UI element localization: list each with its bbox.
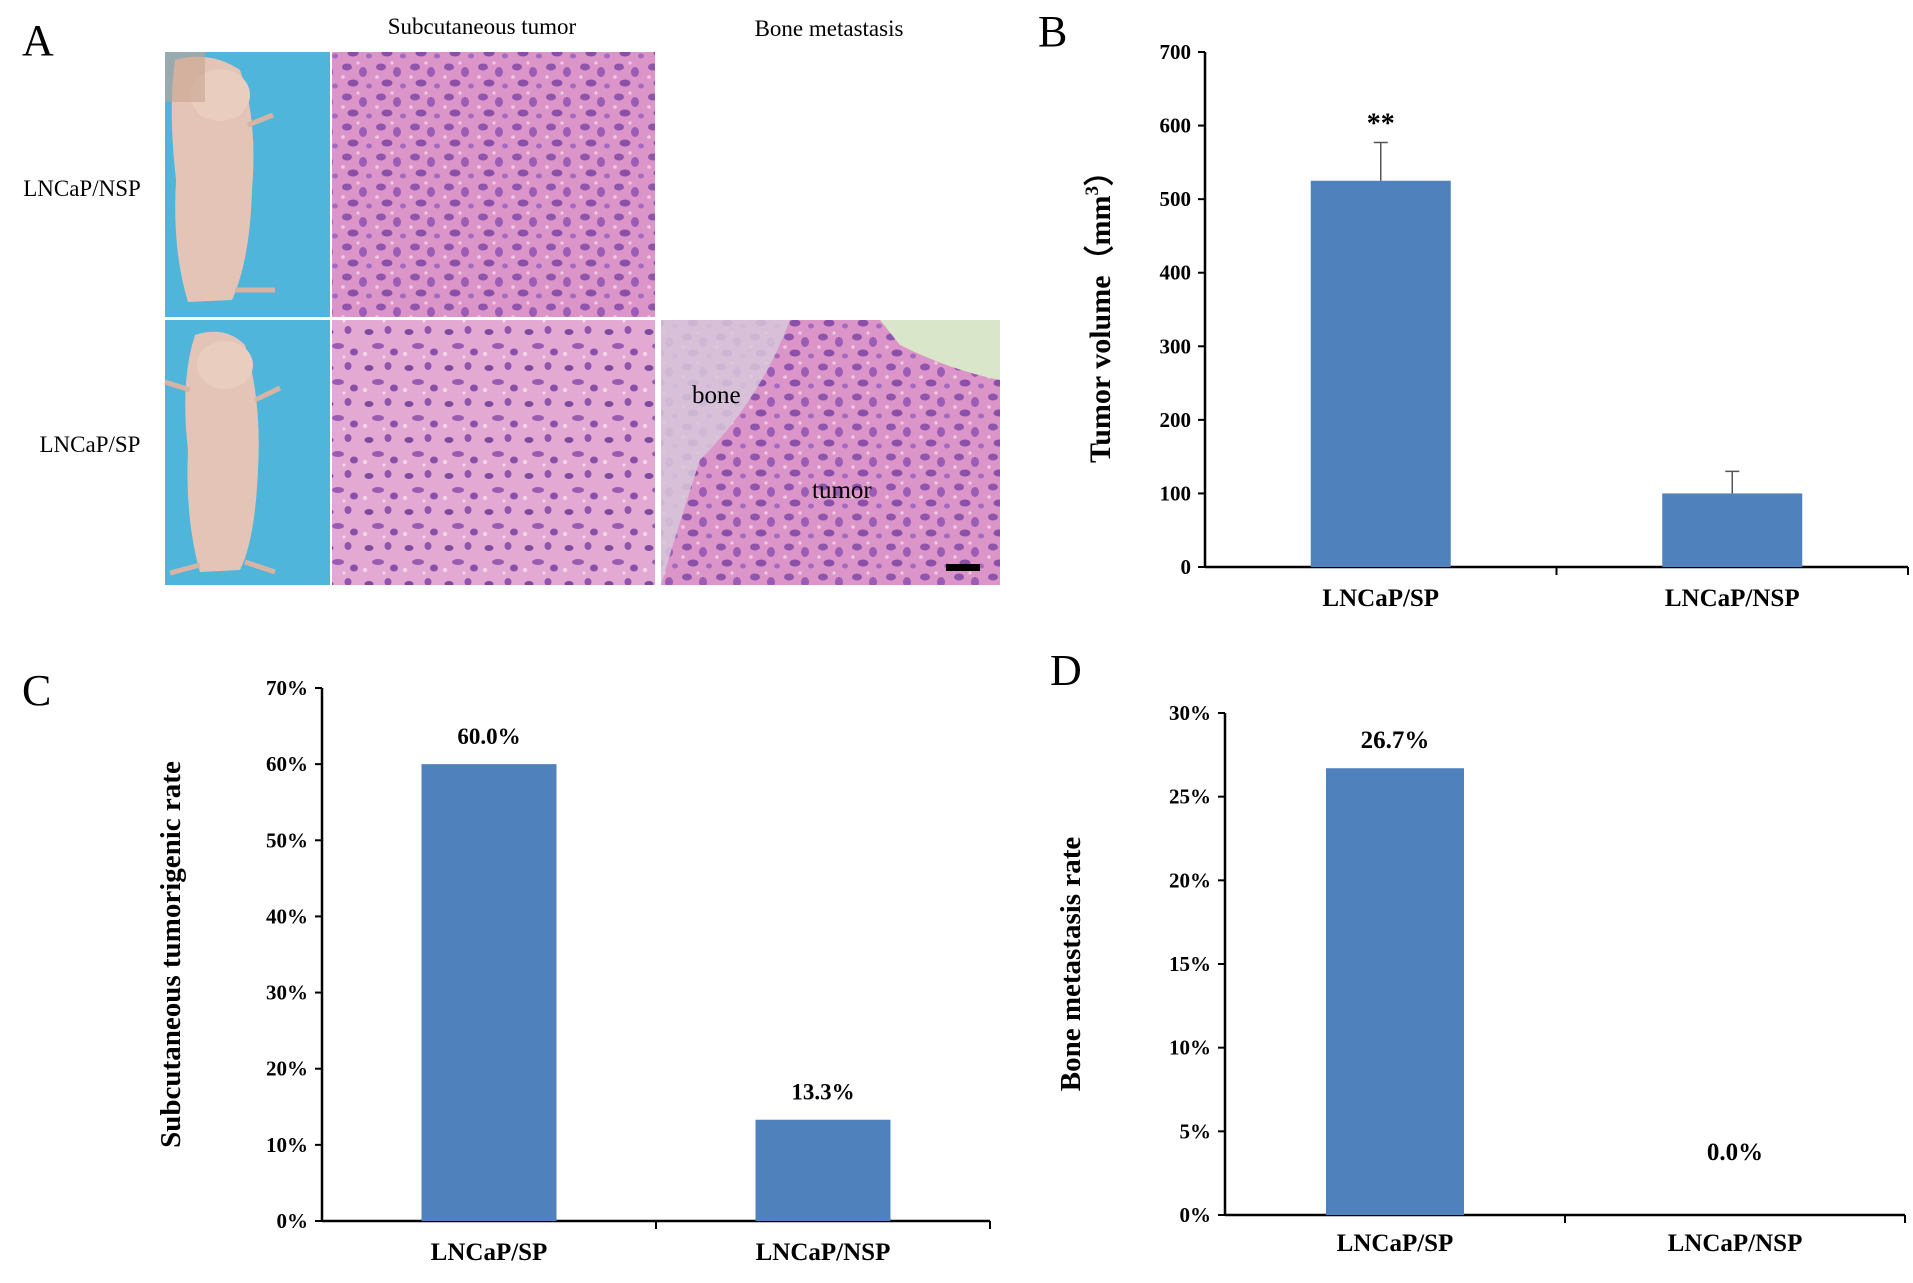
chart-d: 0% 5% 10% 15% 20% 25% 30% LNCaP/SP 26.7% LNCaP/NS… xyxy=(1055,701,1906,1257)
y-tick-label: 600 xyxy=(1160,114,1192,138)
y-tick-label: 500 xyxy=(1160,187,1192,211)
panel-b: B 0 100 200 300 400 500 600 700 LNCaP/SP ** LNCaP/… xyxy=(1038,7,1909,612)
y-axis-label-main: Tumor volume（mm xyxy=(1083,195,1117,463)
data-label: 13.3% xyxy=(791,1080,854,1105)
y-tick-label: 60% xyxy=(266,752,308,776)
y-axis-label: Bone metastasis rate xyxy=(1055,837,1087,1092)
significance-marker: ** xyxy=(1367,108,1395,139)
y-tick-label: 40% xyxy=(266,904,308,928)
y-tick-label: 70% xyxy=(266,676,308,700)
image-label-tumor: tumor xyxy=(812,477,872,504)
y-axis-label-close: ） xyxy=(1083,156,1117,186)
he-image-bone-metastasis: bone tumor xyxy=(661,320,1000,585)
panel-label-a: A xyxy=(22,16,54,65)
bar-lncap-sp xyxy=(421,764,557,1221)
he-image-subcutaneous-sp xyxy=(332,320,655,585)
mouse-photo-sp xyxy=(164,320,330,585)
y-tick-label: 15% xyxy=(1169,952,1211,976)
panel-label-d: D xyxy=(1050,646,1082,695)
mouse-photo-nsp xyxy=(165,52,330,317)
y-tick-label: 20% xyxy=(266,1057,308,1081)
x-category-label: LNCaP/NSP xyxy=(1665,585,1800,612)
bar-lncap-sp xyxy=(1310,180,1451,567)
y-tick-label: 20% xyxy=(1169,868,1211,892)
chart-c: 0% 10% 20% 30% 40% 50% 60% 70% LNCaP/SP 60.0% LNCa… xyxy=(155,676,991,1266)
data-label: 26.7% xyxy=(1361,727,1430,754)
panel-d: D 0% 5% 10% 15% 20% 25% 30% LNCaP/SP 26.7% LNCaP/… xyxy=(1050,646,1906,1257)
column-header-subcutaneous: Subcutaneous tumor xyxy=(388,14,577,39)
y-tick-label: 100 xyxy=(1160,481,1192,505)
bar-lncap-nsp xyxy=(755,1119,891,1221)
y-tick-label: 5% xyxy=(1180,1119,1212,1143)
y-axis-label: Subcutaneous tumorigenic rate xyxy=(155,761,187,1148)
data-label: 60.0% xyxy=(457,724,520,749)
bar-lncap-nsp xyxy=(1662,493,1803,567)
x-category-label: LNCaP/NSP xyxy=(1668,1230,1803,1257)
data-label: 0.0% xyxy=(1707,1139,1763,1166)
image-label-bone: bone xyxy=(692,382,741,409)
y-tick-label: 0% xyxy=(1180,1203,1212,1227)
y-tick-label: 30% xyxy=(266,981,308,1005)
y-tick-label: 50% xyxy=(266,828,308,852)
y-tick-label: 700 xyxy=(1160,40,1192,64)
panel-label-c: C xyxy=(22,666,51,715)
panel-a: A Subcutaneous tumor Bone metastasis LNC… xyxy=(22,14,1000,585)
y-tick-label: 300 xyxy=(1160,334,1192,358)
y-axis-label: Tumor volume（mm3） xyxy=(1082,156,1117,463)
panel-c: C 0% 10% 20% 30% 40% 50% 60% 70% LNCaP/SP 60.0% LN… xyxy=(22,666,991,1266)
y-tick-label: 10% xyxy=(1169,1036,1211,1060)
y-tick-label: 0 xyxy=(1181,555,1192,579)
x-category-label: LNCaP/SP xyxy=(1322,585,1439,612)
y-tick-label: 400 xyxy=(1160,261,1192,285)
he-image-subcutaneous-nsp xyxy=(332,52,655,317)
scale-bar xyxy=(946,564,980,571)
column-header-bone-metastasis: Bone metastasis xyxy=(755,16,904,41)
x-category-label: LNCaP/SP xyxy=(1337,1230,1454,1257)
row-label-nsp: LNCaP/NSP xyxy=(23,176,141,201)
row-label-sp: LNCaP/SP xyxy=(40,432,141,457)
y-tick-label: 200 xyxy=(1160,408,1192,432)
panel-label-b: B xyxy=(1038,7,1067,56)
y-axis-label-superscript: 3 xyxy=(1082,186,1103,196)
x-category-label: LNCaP/SP xyxy=(431,1239,548,1266)
chart-b: 0 100 200 300 400 500 600 700 LNCaP/SP ** LNCaP/NS… xyxy=(1082,40,1909,612)
y-tick-label: 25% xyxy=(1169,785,1211,809)
y-tick-label: 30% xyxy=(1169,701,1211,725)
y-tick-label: 10% xyxy=(266,1133,308,1157)
y-tick-label: 0% xyxy=(277,1209,309,1233)
x-category-label: LNCaP/NSP xyxy=(756,1239,891,1266)
bar-lncap-sp xyxy=(1326,768,1464,1215)
